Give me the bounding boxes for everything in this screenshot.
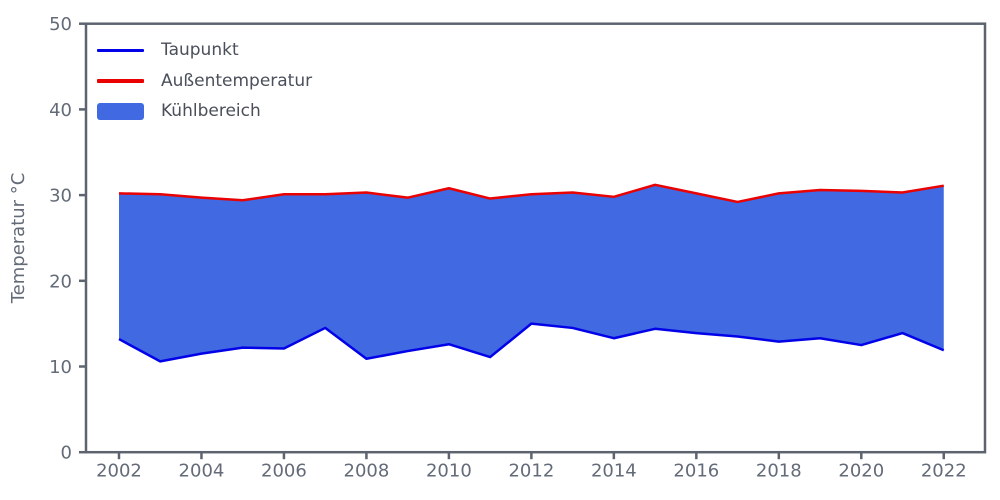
legend-item-taupunkt: Taupunkt: [97, 35, 312, 66]
plot-border: [84, 22, 987, 454]
legend-item-kuehlbereich: Kühlbereich: [97, 96, 312, 127]
x-tick-label: 2004: [179, 461, 225, 482]
x-tick-label: 2008: [344, 461, 390, 482]
taupunkt-line-swatch: [97, 48, 144, 52]
x-tick-label: 2018: [756, 461, 802, 482]
x-tick-label: 2012: [508, 461, 554, 482]
y-tick-label: 0: [61, 443, 72, 464]
x-tick-label: 2010: [426, 461, 472, 482]
y-axis-label: Temperatur °C: [8, 173, 29, 305]
x-tick-label: 2002: [96, 461, 142, 482]
y-tick-label: 40: [49, 100, 72, 121]
legend-item-aussentemperatur: Außentemperatur: [97, 66, 312, 97]
taupunkt-line: [118, 322, 945, 363]
x-tick-label: 2022: [921, 461, 967, 482]
x-tick-label: 2006: [261, 461, 307, 482]
kuehlbereich-patch-swatch: [97, 102, 144, 120]
legend-label-kuehlbereich: Kühlbereich: [161, 101, 261, 122]
kuehlbereich-area: [118, 184, 944, 362]
chart-legend: Taupunkt Außentemperatur Kühlbereich: [97, 35, 312, 127]
legend-label-taupunkt: Taupunkt: [161, 40, 239, 61]
y-tick-label: 10: [49, 357, 72, 378]
y-tick-label: 20: [49, 271, 72, 292]
x-tick-label: 2014: [591, 461, 637, 482]
aussentemperatur-line-swatch: [97, 79, 144, 83]
x-tick-label: 2016: [673, 461, 719, 482]
au-entemperatur-line: [118, 183, 944, 204]
y-tick-label: 30: [49, 186, 72, 207]
legend-label-aussentemperatur: Außentemperatur: [161, 70, 313, 91]
x-tick-label: 2020: [838, 461, 884, 482]
y-tick-label: 50: [49, 14, 72, 35]
